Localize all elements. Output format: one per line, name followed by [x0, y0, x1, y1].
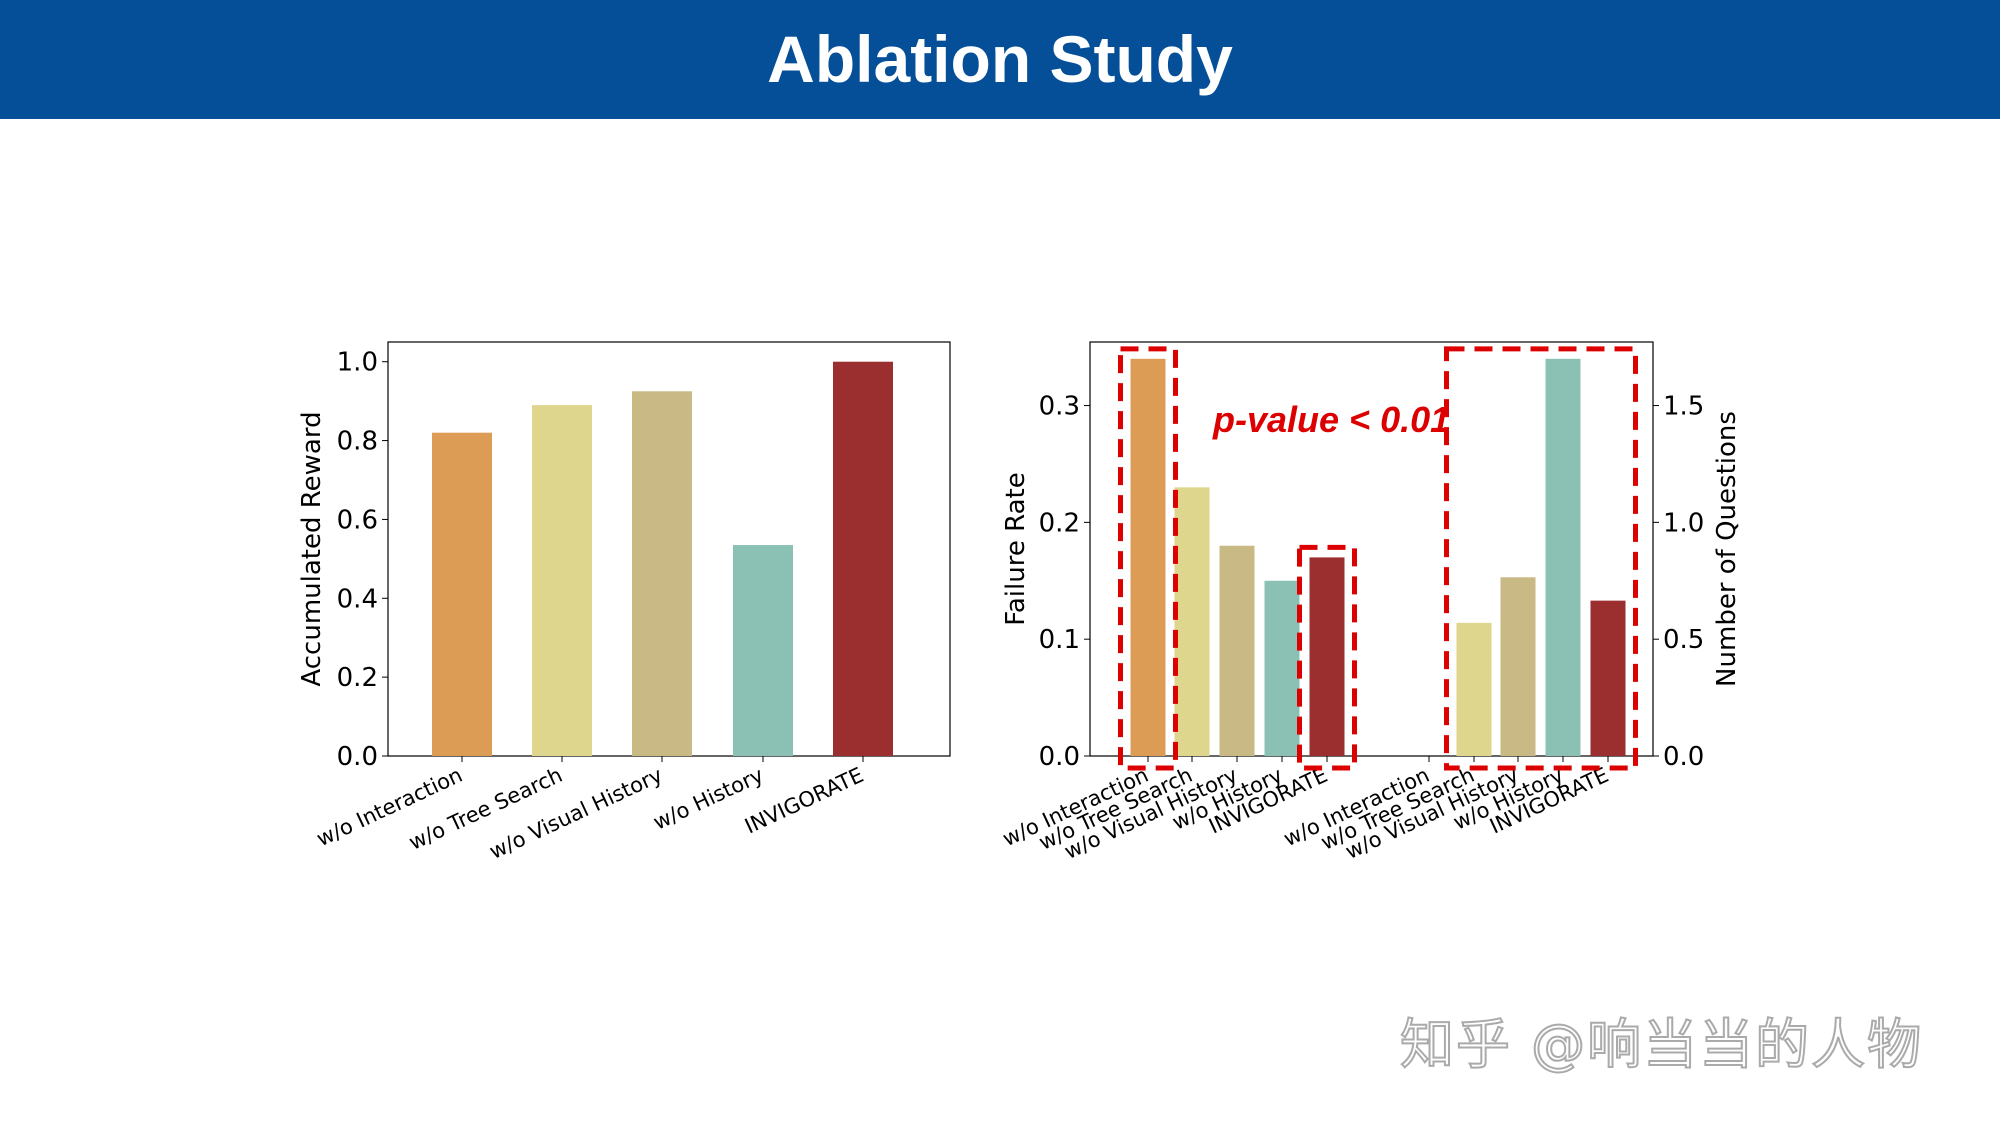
chart2-highlight-box-1 [1118, 346, 1178, 771]
chart2-right-axis-label: Number of Questions [1712, 411, 1742, 687]
slide-title: Ablation Study [767, 22, 1233, 96]
chart1-ytick-label: 0.2 [337, 663, 378, 693]
chart2-bar-number-of-questions-invigorate [1590, 600, 1626, 756]
chart1-ytick-label: 0.4 [337, 584, 378, 614]
chart1-ytick-label: 1.0 [337, 348, 378, 378]
chart2-right-ytick-label: 1.0 [1663, 508, 1704, 538]
chart2-left-ytick-label: 0.1 [1039, 625, 1080, 655]
chart1-bar-w-o-interaction [432, 432, 492, 756]
chart2-bar-number-of-questions-w-o-history [1545, 358, 1581, 756]
chart1-ytick-label: 0.6 [337, 505, 378, 535]
chart2-left-ytick-label: 0.2 [1039, 508, 1080, 538]
chart2-left-axis-label: Failure Rate [1001, 472, 1031, 625]
chart2-bar-number-of-questions-w-o-visual-history [1500, 577, 1536, 756]
chart2-bar-failure-rate-invigorate [1309, 557, 1345, 756]
chart1-bar-w-o-history [733, 545, 793, 756]
chart2-bar-failure-rate-w-o-tree-search [1174, 487, 1210, 756]
chart1-bar-w-o-tree-search [532, 405, 592, 756]
chart1-y-axis-label: Accumulated Reward [297, 411, 327, 686]
chart1-bar-w-o-visual-history [632, 391, 692, 756]
chart2-annotation-pvalue: p-value < 0.01 [1212, 399, 1450, 440]
title-bar [0, 0, 2000, 119]
chart2-bar-failure-rate-w-o-interaction [1130, 358, 1166, 756]
chart2-bar-failure-rate-w-o-visual-history [1219, 545, 1255, 756]
chart2-bar-failure-rate-w-o-history [1264, 580, 1300, 756]
chart2-right-ytick-label: 1.5 [1663, 392, 1704, 422]
chart2-highlight-box-3 [1444, 346, 1638, 771]
chart2-frame [1089, 341, 1654, 757]
chart1-bar-invigorate [833, 361, 893, 756]
chart2-right-ytick-label: 0.5 [1663, 625, 1704, 655]
chart2-right-ytick-label: 0.0 [1663, 742, 1704, 772]
chart2-bar-number-of-questions-w-o-tree-search [1456, 622, 1492, 756]
chart2-left-ytick-label: 0.3 [1039, 392, 1080, 422]
chart1-ytick-label: 0.8 [337, 427, 378, 457]
watermark: 知乎 @响当当的人物 [1399, 1012, 1924, 1077]
chart1-xtick-label: w/o Visual History [486, 763, 666, 864]
chart1-ytick-label: 0.0 [337, 742, 378, 772]
chart2-left-ytick-label: 0.0 [1039, 742, 1080, 772]
